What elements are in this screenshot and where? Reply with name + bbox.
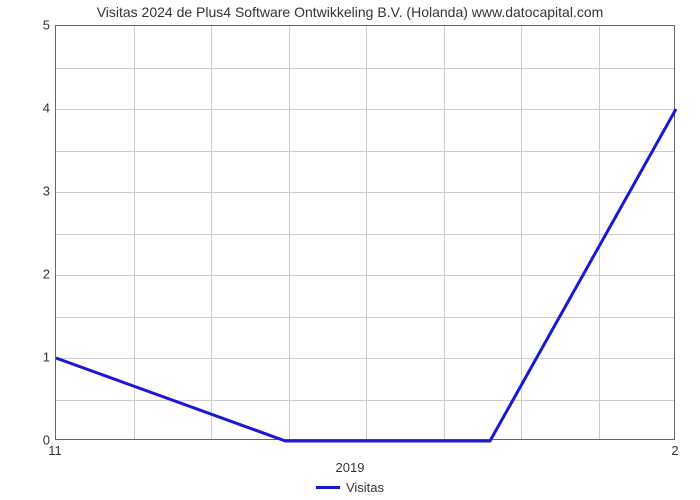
y-tick-label: 1 <box>30 350 50 365</box>
line-layer <box>56 26 674 439</box>
plot-area <box>55 25 675 440</box>
y-tick-label: 0 <box>30 433 50 448</box>
x-axis-label: 2019 <box>0 460 700 475</box>
chart-container: Visitas 2024 de Plus4 Software Ontwikkel… <box>0 0 700 500</box>
y-tick-label: 3 <box>30 184 50 199</box>
series-visitas <box>56 109 676 441</box>
legend-label: Visitas <box>346 480 384 495</box>
y-tick-label: 2 <box>30 267 50 282</box>
x-tick-right: 2 <box>671 443 678 458</box>
legend: Visitas <box>0 480 700 495</box>
y-tick-label: 5 <box>30 18 50 33</box>
y-tick-label: 4 <box>30 101 50 116</box>
chart-title: Visitas 2024 de Plus4 Software Ontwikkel… <box>0 4 700 20</box>
x-tick-left: 11 <box>48 443 62 458</box>
legend-swatch <box>316 486 340 489</box>
